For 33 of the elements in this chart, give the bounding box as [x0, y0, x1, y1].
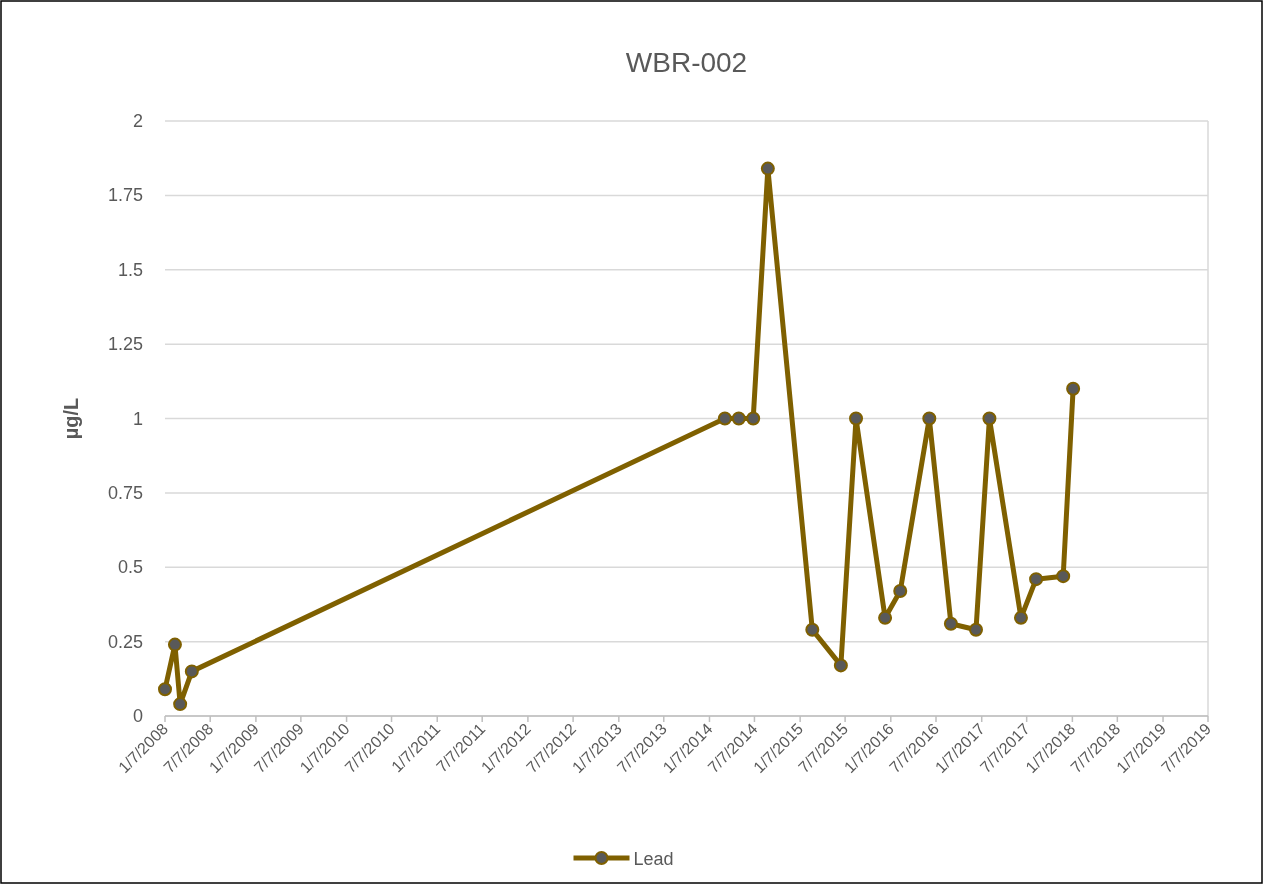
- y-tick-label: 0.75: [107, 482, 143, 503]
- y-tick-label: 2: [132, 111, 143, 131]
- y-axis-title: µg/L: [60, 397, 82, 440]
- point: [805, 622, 820, 637]
- point: [717, 411, 732, 426]
- y-tick-label: 0: [132, 706, 143, 726]
- point: [922, 411, 937, 426]
- point: [184, 664, 199, 679]
- y-tick-label: 1: [132, 408, 143, 429]
- point: [760, 161, 775, 176]
- point: [167, 637, 182, 652]
- point: [969, 622, 983, 637]
- point: [1056, 569, 1071, 584]
- legend-label: Lead: [633, 849, 674, 869]
- chart-title: WBR-002: [625, 47, 748, 78]
- point: [1066, 381, 1081, 396]
- y-tick-label: 0.5: [117, 557, 143, 578]
- point: [1013, 610, 1028, 625]
- point: [878, 610, 893, 625]
- point: [833, 658, 848, 673]
- y-tick-label: 1.75: [107, 185, 143, 206]
- y-tick-label: 1.25: [107, 334, 143, 355]
- point: [158, 682, 172, 697]
- point: [943, 616, 958, 631]
- point: [893, 584, 908, 599]
- point: [746, 411, 761, 426]
- y-tick-label: 1.5: [117, 259, 143, 280]
- y-tick-label: 0.25: [107, 631, 143, 652]
- point: [982, 411, 997, 426]
- point: [1029, 572, 1044, 587]
- point: [173, 697, 188, 712]
- point: [849, 411, 864, 426]
- point: [731, 411, 746, 426]
